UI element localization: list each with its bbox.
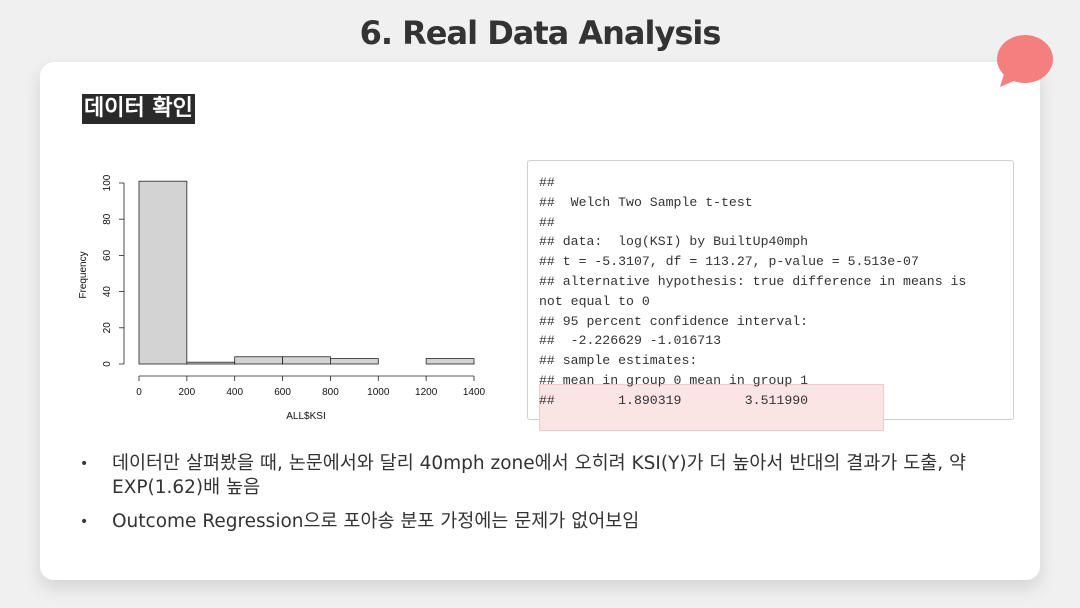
bullet-dot-icon: •	[80, 514, 89, 530]
histogram-bar	[425, 358, 475, 365]
slide-title: 6. Real Data Analysis	[359, 14, 722, 52]
console-line: ## mean in group 0 mean in group 1	[539, 372, 809, 388]
bullet-list: • 데이터만 살펴봤을 때, 논문에서와 달리 40mph zone에서 오히려…	[80, 452, 1030, 544]
console-line: ## sample estimates:	[539, 353, 698, 369]
y-tick-label: 0	[102, 361, 113, 367]
histogram-bar	[138, 180, 188, 365]
console-line: ##	[539, 214, 555, 230]
histogram-bar	[282, 356, 331, 365]
y-tick-label: 20	[102, 322, 113, 334]
console-line: ## -2.226629 -1.016713	[539, 333, 722, 349]
x-tick-label: 600	[274, 387, 291, 398]
console-line: not equal to 0	[539, 293, 650, 309]
x-tick-label: 800	[322, 387, 339, 398]
x-tick-label: 200	[179, 387, 196, 398]
console-line: ## 1.890319 3.511990	[539, 392, 809, 408]
section-label: 데이터 확인	[82, 94, 195, 124]
y-tick-label: 60	[102, 249, 113, 261]
y-tick-label: 40	[102, 286, 113, 298]
console-line: ## alternative hypothesis: true differen…	[539, 273, 967, 289]
y-axis-label: Frequency	[78, 251, 89, 298]
console-line: ## data: log(KSI) by BuiltUp40mph	[539, 234, 809, 250]
r-output-console: ## ## Welch Two Sample t-test ## ## data: l…	[527, 160, 1014, 431]
bullet-item: • 데이터만 살펴봤을 때, 논문에서와 달리 40mph zone에서 오히려…	[80, 453, 967, 498]
console-line: ## Welch Two Sample t-test	[539, 194, 753, 210]
histogram-bar	[186, 361, 236, 365]
bullet-dot-icon: •	[80, 456, 89, 472]
bullet-item: • Outcome Regression으로 포아송 분포 가정에는 문제가 없…	[80, 511, 640, 532]
x-axis-label: ALL$KSI	[286, 411, 325, 422]
histogram-bar	[330, 358, 379, 365]
x-tick-label: 1400	[463, 387, 486, 398]
console-line: ## t = -5.3107, df = 113.27, p-value = 5…	[539, 254, 919, 270]
y-tick-label: 80	[102, 213, 113, 225]
x-tick-label: 0	[136, 387, 142, 398]
sample-estimates-highlight	[539, 384, 884, 431]
speech-bubble-icon	[997, 35, 1053, 87]
histogram-bar	[234, 356, 283, 365]
x-tick-label: 1200	[415, 387, 438, 398]
x-tick-label: 400	[226, 387, 243, 398]
y-tick-label: 100	[102, 174, 113, 191]
histogram-chart: 0 200 400 600 800 1000 1200 1400 0 20 40 60 80 100 Fr…	[78, 174, 486, 422]
console-line: ## 95 percent confidence interval:	[539, 313, 809, 329]
console-line: ##	[539, 175, 555, 190]
x-tick-label: 1000	[367, 387, 390, 398]
